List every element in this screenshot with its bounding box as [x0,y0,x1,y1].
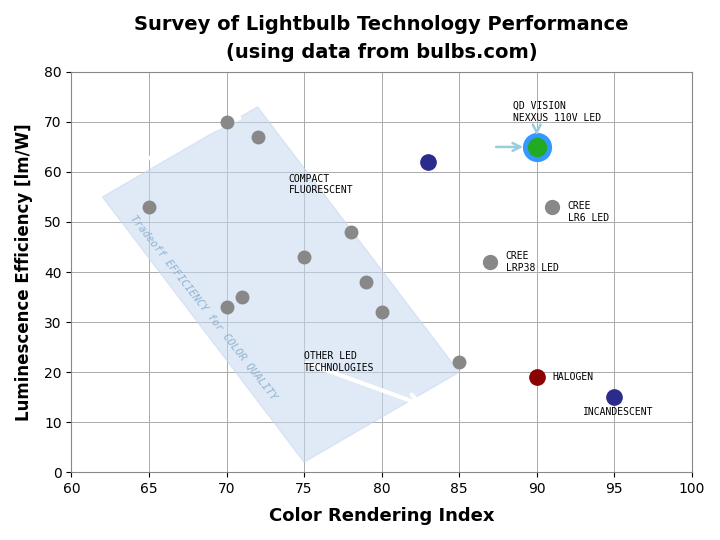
Text: HALOGEN: HALOGEN [552,372,593,382]
Text: COMPACT
FLUORESCENT: COMPACT FLUORESCENT [289,174,354,195]
Text: CREE
LR6 LED: CREE LR6 LED [568,201,609,223]
Text: QD VISION
NEXXUS 110V LED: QD VISION NEXXUS 110V LED [513,101,602,123]
Text: CREE
LRP38 LED: CREE LRP38 LED [505,251,559,273]
Title: Survey of Lightbulb Technology Performance
(using data from bulbs.com): Survey of Lightbulb Technology Performan… [135,15,629,62]
X-axis label: Color Rendering Index: Color Rendering Index [269,507,495,525]
Y-axis label: Luminescence Efficiency [lm/W]: Luminescence Efficiency [lm/W] [15,123,33,421]
Text: OTHER LED
TECHNOLOGIES: OTHER LED TECHNOLOGIES [304,352,374,373]
Polygon shape [102,107,459,462]
Text: INCANDESCENT: INCANDESCENT [583,407,654,417]
Text: Tradeoff EFFICIENCY for COLOR QUALITY: Tradeoff EFFICIENCY for COLOR QUALITY [128,213,279,401]
